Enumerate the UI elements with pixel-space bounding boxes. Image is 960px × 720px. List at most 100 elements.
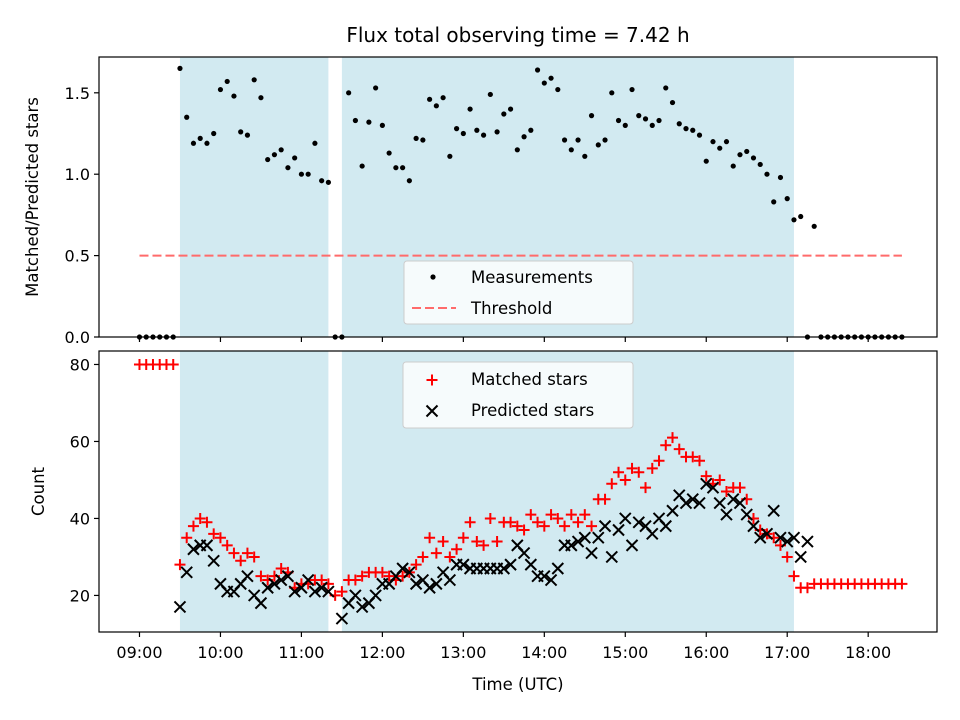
matched-star-marker <box>532 516 544 528</box>
matched-star-marker <box>194 512 206 524</box>
measurement-point <box>723 139 730 145</box>
matched-star-marker <box>214 532 226 544</box>
measurement-point <box>514 147 520 153</box>
legend-measurements-marker <box>430 274 436 280</box>
predicted-star-marker <box>308 585 322 598</box>
predicted-star-marker <box>578 531 592 544</box>
legend-matched-marker <box>426 374 438 386</box>
measurement-point <box>541 80 547 86</box>
predicted-star-marker <box>713 496 726 510</box>
bottom-x-ticks: 09:00 10:00 11:00 12:00 13:00 14:00 15:00 16:00… <box>116 632 891 662</box>
measurement-point <box>771 199 777 205</box>
measurement-point <box>555 86 561 93</box>
matched-star-marker <box>241 547 253 559</box>
measurement-point <box>251 77 257 83</box>
predicted-star-marker <box>632 516 645 529</box>
predicted-star-marker <box>517 546 531 560</box>
legend-frame <box>402 361 634 429</box>
matched-star-marker <box>896 578 908 590</box>
measurement-point <box>406 178 412 184</box>
legend-predicted-marker <box>425 404 439 418</box>
measurement-point <box>683 126 689 132</box>
predicted-star-marker <box>288 585 301 598</box>
top-y-axis-label: Matched/Predicted stars <box>23 97 42 297</box>
measurement-point <box>325 179 332 185</box>
measurement-point <box>528 127 534 133</box>
x-tick-label: 18:00 <box>845 643 891 662</box>
legend-matched-label: Matched stars <box>471 370 588 389</box>
measurement-point <box>258 95 264 101</box>
predicted-star-marker <box>207 554 220 567</box>
matched-star-marker <box>599 493 611 505</box>
predicted-star-marker <box>693 496 706 510</box>
matched-star-marker <box>646 462 658 474</box>
predicted-star-marker <box>538 569 551 583</box>
top-x-ticks <box>138 337 869 342</box>
predicted-star-marker <box>747 519 760 533</box>
measurement-point <box>642 116 649 122</box>
matched-star-marker <box>687 451 699 463</box>
matched-star-marker <box>275 562 287 574</box>
predicted-star-marker <box>423 581 436 594</box>
predicted-star-marker <box>409 577 423 591</box>
x-tick-label: 12:00 <box>359 643 405 662</box>
predicted-star-marker <box>261 581 274 594</box>
bottom-panel: 20 40 60 80 09:00 10:00 11:00 12:00 13:00 14:00 1… <box>29 350 938 694</box>
matched-star-marker <box>221 539 233 551</box>
predicted-star-marker <box>659 519 672 533</box>
matched-star-marker <box>714 474 726 486</box>
predicted-star-marker <box>497 562 511 575</box>
predicted-star-marker <box>612 523 625 537</box>
x-tick-label: 10:00 <box>197 643 243 662</box>
measurement-point <box>690 127 696 133</box>
predicted-star-marker <box>281 569 295 583</box>
predicted-star-marker <box>200 539 214 552</box>
bottom-y-axis-label: Count <box>29 466 48 516</box>
predicted-star-marker <box>585 546 598 560</box>
measurement-point <box>359 163 365 169</box>
matched-star-marker <box>424 532 436 544</box>
matched-star-marker <box>700 470 712 482</box>
predicted-star-marker <box>443 573 457 587</box>
predicted-star-marker <box>369 589 382 602</box>
measurement-point <box>379 122 385 128</box>
matched-star-marker <box>579 509 591 521</box>
predicted-star-marker <box>679 496 693 510</box>
bottom-legend: Matched stars Predicted stars <box>402 361 634 429</box>
predicted-star-marker <box>430 577 443 591</box>
measurement-point <box>265 156 271 163</box>
measurement-point <box>217 86 224 93</box>
matched-star-marker <box>167 358 179 370</box>
x-tick-label: 16:00 <box>683 643 729 662</box>
measurement-point <box>615 117 622 124</box>
matched-star-marker <box>201 516 213 528</box>
matched-star-marker <box>444 551 456 563</box>
matched-star-marker <box>376 566 388 578</box>
measurement-point <box>238 129 244 135</box>
predicted-star-marker <box>301 573 315 587</box>
matched-star-marker <box>174 559 186 571</box>
measurement-point <box>710 139 716 145</box>
measurement-point <box>224 78 230 85</box>
measurement-point <box>386 150 392 156</box>
y-tick-label: 1.0 <box>65 165 90 184</box>
measurement-point <box>312 140 318 146</box>
predicted-star-marker <box>619 512 632 525</box>
matched-star-marker <box>383 570 395 582</box>
matched-star-marker <box>559 520 571 532</box>
y-tick-label: 0.5 <box>65 247 90 266</box>
top-legend: Measurements Threshold <box>403 260 634 325</box>
measurement-point <box>757 161 763 168</box>
measurement-point <box>373 85 379 91</box>
predicted-star-marker <box>315 581 328 594</box>
bottom-axes-frame <box>98 350 938 633</box>
measurement-point <box>467 106 473 112</box>
matched-star-marker <box>457 532 469 544</box>
predicted-star-marker <box>349 589 362 602</box>
matched-star-marker <box>693 455 705 467</box>
predicted-star-marker <box>787 531 801 544</box>
predicted-star-marker <box>187 543 200 556</box>
measurement-point <box>177 65 183 71</box>
measurement-point <box>480 132 487 138</box>
